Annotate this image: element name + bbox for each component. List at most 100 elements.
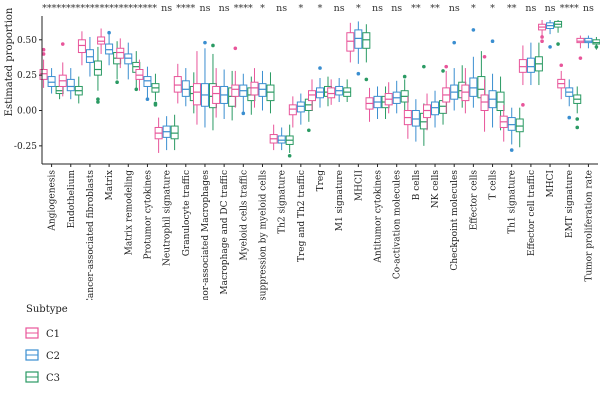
- box-c1: [116, 47, 125, 59]
- outlier-point: [490, 39, 495, 44]
- outlier-point: [540, 35, 544, 39]
- outlier-point: [540, 39, 544, 44]
- x-tick-label: Matrix remodeling: [124, 170, 134, 256]
- outlier-point: [422, 64, 426, 69]
- outlier-point: [241, 111, 246, 116]
- y-tick-label: 0.25: [17, 71, 37, 81]
- box-c2: [584, 37, 593, 44]
- significance-label: ns: [276, 3, 287, 14]
- significance-label: *: [471, 3, 476, 14]
- legend-label-c1: C1: [46, 329, 60, 340]
- box-c1: [327, 87, 336, 99]
- x-tick-label: B cells: [412, 170, 422, 201]
- outlier-point: [134, 87, 139, 92]
- outlier-point: [471, 28, 476, 32]
- outlier-point: [594, 45, 599, 49]
- outlier-point: [145, 97, 150, 101]
- outlier-point: [211, 43, 215, 48]
- significance-label: *: [260, 3, 265, 14]
- significance-labels: **** **** **** **** **** **** ns **** ns ns **** * n…: [42, 3, 594, 14]
- significance-label: **: [507, 3, 517, 14]
- outlier-point: [567, 115, 572, 120]
- box-c2: [431, 101, 440, 116]
- significance-label: ns: [219, 3, 230, 14]
- outlier-point: [96, 100, 100, 104]
- box-c1: [518, 59, 527, 73]
- box-c1: [212, 85, 221, 104]
- x-tick-label: Antitumor cytokines: [374, 170, 384, 264]
- significance-label: ns: [583, 3, 594, 14]
- box-c1: [39, 68, 48, 80]
- outlier-point: [521, 103, 525, 107]
- box-c2: [354, 29, 363, 49]
- box-c2: [143, 76, 152, 87]
- significance-label: ****: [234, 3, 253, 14]
- outlier-point: [452, 40, 457, 45]
- x-tick-label: EMT signature: [565, 170, 575, 238]
- x-tick-label: Neutrophil signature: [163, 170, 173, 266]
- outlier-point: [364, 77, 369, 82]
- significance-label: ****: [42, 3, 61, 14]
- significance-label: ns: [449, 3, 460, 14]
- x-tick-label: Checkpoint molecules: [450, 170, 460, 271]
- x-tick-label: Protumor cytokines: [143, 170, 153, 260]
- significance-label: ****: [100, 3, 119, 14]
- box-c2: [316, 87, 324, 99]
- box-c1: [97, 36, 106, 45]
- box-c2: [277, 135, 286, 144]
- significance-label: *: [298, 3, 303, 14]
- box-c2: [105, 43, 114, 55]
- x-tick-label: Treg and Th2 traffic: [297, 170, 307, 262]
- box-c1: [173, 76, 182, 93]
- box-c1: [231, 84, 240, 97]
- outlier-point: [548, 45, 552, 49]
- significance-label: ns: [372, 3, 383, 14]
- x-tick-label: Granulocyte traffic: [182, 170, 192, 256]
- box-c1: [135, 68, 144, 80]
- box-c1: [423, 104, 432, 119]
- box-c2: [526, 57, 535, 73]
- significance-label: ns: [199, 3, 210, 14]
- x-tick-label: Macrophage and DC traffic: [220, 170, 230, 295]
- outlier-point: [441, 69, 445, 73]
- outlier-point: [575, 125, 580, 130]
- box-c3: [515, 118, 524, 133]
- x-tick-label: MHCII: [354, 170, 364, 202]
- x-tick-label: Matrix: [105, 170, 115, 200]
- x-tick-label: Effector cells: [469, 170, 479, 231]
- x-tick-label: Immune suppression by myeloid cells: [258, 170, 268, 300]
- legend: Subtype C1 C2 C3: [25, 304, 68, 384]
- box-c2: [296, 101, 305, 113]
- box-c3: [55, 85, 64, 95]
- box-c3: [592, 39, 600, 45]
- significance-label: **: [430, 3, 440, 14]
- significance-label: ****: [176, 3, 195, 14]
- outlier-point: [307, 128, 311, 133]
- outlier-point: [41, 47, 46, 52]
- x-tick-label: Effector cell traffic: [527, 170, 537, 256]
- box-c1: [77, 39, 86, 54]
- box-c1: [288, 104, 297, 116]
- box-c3: [266, 84, 275, 102]
- box-c1: [346, 32, 355, 52]
- x-tick-label: Endothelium: [67, 170, 77, 229]
- box-c2: [258, 83, 267, 97]
- significance-label: ****: [119, 3, 138, 14]
- box-c1: [480, 94, 489, 112]
- significance-label: ****: [61, 3, 80, 14]
- outlier-point: [482, 54, 487, 59]
- outlier-point: [559, 63, 564, 68]
- box-c1: [192, 83, 201, 106]
- outlier-point: [96, 97, 100, 101]
- box-c2: [507, 117, 516, 131]
- outlier-point: [107, 30, 111, 35]
- x-tick-label: Angiogenesis: [48, 170, 58, 232]
- significance-label: ****: [138, 3, 157, 14]
- outlier-point: [233, 46, 238, 51]
- outlier-point: [444, 64, 449, 69]
- box-c2: [124, 53, 133, 65]
- significance-label: ****: [80, 3, 99, 14]
- box-c2: [411, 110, 420, 127]
- outlier-point: [153, 101, 158, 106]
- significance-label: ns: [525, 3, 536, 14]
